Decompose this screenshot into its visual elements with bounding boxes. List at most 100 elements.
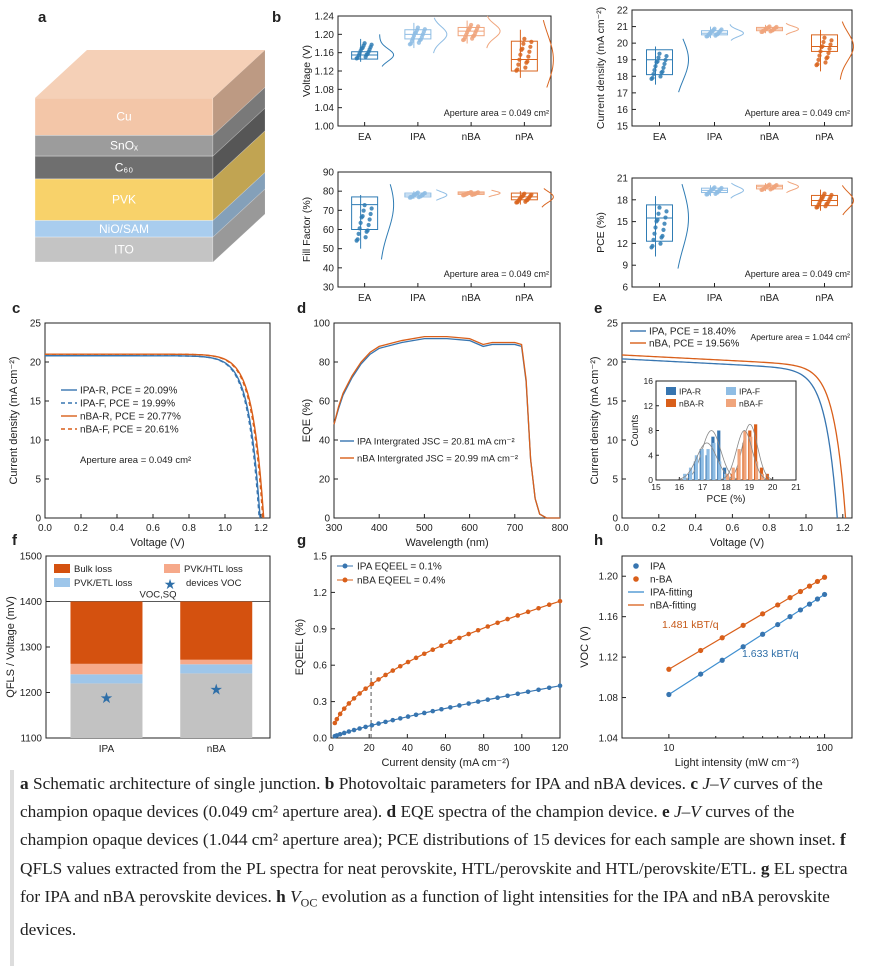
plot-e-ytick-label: 5: [612, 475, 618, 486]
plot-g-xtick-label: 100: [513, 743, 530, 754]
plot-g-series-line: [334, 685, 561, 737]
plot-g-point: [376, 677, 381, 682]
plot-b1-box: [811, 34, 838, 52]
plot-d-xtick-label: 800: [552, 523, 569, 534]
plot-b0-point: [416, 40, 421, 45]
plot-b2-point: [363, 235, 368, 240]
plot-b2-annotation: Aperture area = 0.049 cm²: [444, 269, 549, 279]
plot-b2-point: [356, 231, 361, 236]
plot-f-bar-bulk-loss: [70, 601, 143, 664]
layer-side-shade-1: [213, 87, 265, 157]
plot-b2-xtick-label: nBA: [462, 293, 481, 304]
plot-g-xtick-label: 60: [440, 743, 452, 754]
plot-h-point: [760, 631, 766, 637]
plot-c-ytick-label: 20: [30, 358, 42, 369]
plot-b0-annotation: Aperture area = 0.049 cm²: [444, 108, 549, 118]
plot-h-fit-label-nba: 1.481 kBT/q: [662, 619, 719, 631]
plot-b1-ytick-label: 19: [617, 55, 629, 66]
plot-f-bar-base: [70, 683, 143, 738]
inset-bar: [700, 449, 704, 480]
plot-b3-point: [655, 217, 660, 223]
inset-bar: [725, 473, 729, 480]
plot-b0-ylabel: Voltage (V): [301, 45, 313, 97]
plot-h-legend-label: IPA-fitting: [650, 588, 693, 599]
plot-g-point: [337, 711, 343, 717]
plot-g-ytick-label: 1.5: [313, 552, 327, 563]
plot-g-point: [413, 655, 419, 661]
plot-b0-point: [515, 67, 520, 72]
panel-letter-h: h: [594, 532, 603, 549]
plot-b1-point: [827, 46, 832, 51]
plot-h-ytick-label: 1.20: [599, 572, 619, 583]
plot-e-xtick-label: 1.0: [799, 523, 813, 534]
inset-fit-curve: [683, 430, 740, 480]
plot-f-legend-star: ★: [164, 576, 177, 592]
plot-f-bar-etl-loss: [70, 674, 143, 684]
plot-b3-point: [653, 225, 658, 230]
inset-ytick-label: 12: [644, 401, 654, 411]
plot-g-point: [383, 672, 388, 678]
plot-f-ytick-label: 1400: [20, 597, 43, 608]
plot-d-xtick-label: 400: [371, 523, 388, 534]
plot-c-ylabel: Current density (mA cm⁻²): [8, 356, 20, 484]
plot-b2-point: [369, 206, 374, 211]
plot-b3-violin: [677, 183, 690, 269]
plot-b1-ytick-label: 20: [617, 39, 629, 50]
plot-b3-point: [765, 184, 770, 189]
plot-e-xtick-label: 0.8: [762, 523, 776, 534]
plot-g-ytick-label: 0.6: [313, 661, 327, 672]
caption-d-text: EQE spectra of the champion device.: [400, 802, 658, 822]
plot-e-series-line: [621, 358, 838, 519]
plot-b1-ytick-label: 21: [617, 22, 629, 33]
plot-g-point: [515, 613, 521, 618]
plot-b1-violin: [678, 38, 689, 93]
caption-g-text: EL spectra for IPA and nBA perovskite de…: [20, 858, 848, 906]
plot-c-series-line: [45, 355, 261, 519]
plot-b3-point: [661, 227, 666, 232]
inset-fit-curve: [720, 430, 769, 480]
layer-label-3: PVK: [112, 193, 136, 207]
plot-g-point: [485, 697, 491, 702]
plot-g-xlabel: Current density (mA cm⁻²): [381, 757, 509, 769]
plot-g-point: [383, 719, 388, 725]
plot-g-xtick-label: 40: [402, 743, 414, 754]
plot-b1-point: [770, 28, 775, 33]
caption-b-label: b: [324, 774, 335, 793]
inset-bar: [712, 442, 716, 480]
plot-b3-point: [657, 205, 662, 210]
plot-g-point: [351, 696, 357, 701]
inset-bar: [760, 473, 764, 480]
plot-c-series-line: [45, 353, 264, 519]
panel-letter-c: c: [12, 300, 20, 317]
plot-g-point: [346, 729, 352, 734]
plot-e-legend-label: IPA, PCE = 18.40%: [649, 327, 736, 338]
plot-g-point: [495, 620, 500, 626]
caption-h-text: evolution as a function of light intensi…: [20, 886, 830, 940]
inset-ytick-label: 4: [648, 450, 653, 460]
plot-b1-point: [715, 32, 720, 37]
plot-e-xtick-label: 0.0: [615, 523, 629, 534]
plot-b2-ytick-label: 90: [323, 168, 335, 179]
plot-g-point: [495, 695, 500, 701]
inset-legend-swatch: [726, 399, 736, 407]
plot-b3-ylabel: PCE (%): [595, 212, 607, 253]
plot-f-ytick-label: 1200: [20, 688, 43, 699]
plot-b2-xtick-label: IPA: [410, 293, 426, 304]
plot-e-xtick-label: 0.2: [652, 523, 666, 534]
plot-b2-ytick-label: 50: [323, 244, 335, 255]
inset-xlabel: PCE (%): [707, 494, 746, 505]
plot-g-point: [505, 616, 510, 622]
inset-legend-swatch: [726, 387, 736, 395]
plot-d-ytick-label: 0: [324, 514, 330, 525]
plot-g-legend-marker: [342, 577, 348, 583]
plot-b1-point: [653, 64, 658, 69]
plot-c-xtick-label: 0.0: [38, 523, 52, 534]
plot-b2-point: [367, 217, 372, 222]
plot-b2-point: [520, 194, 525, 199]
plot-g-point: [430, 708, 436, 714]
plot-b3-point: [760, 187, 765, 192]
layer-side-shade-5: [213, 189, 265, 262]
inset-bar: [694, 455, 698, 480]
plot-h-point: [821, 591, 828, 598]
plot-h-point: [666, 666, 672, 672]
